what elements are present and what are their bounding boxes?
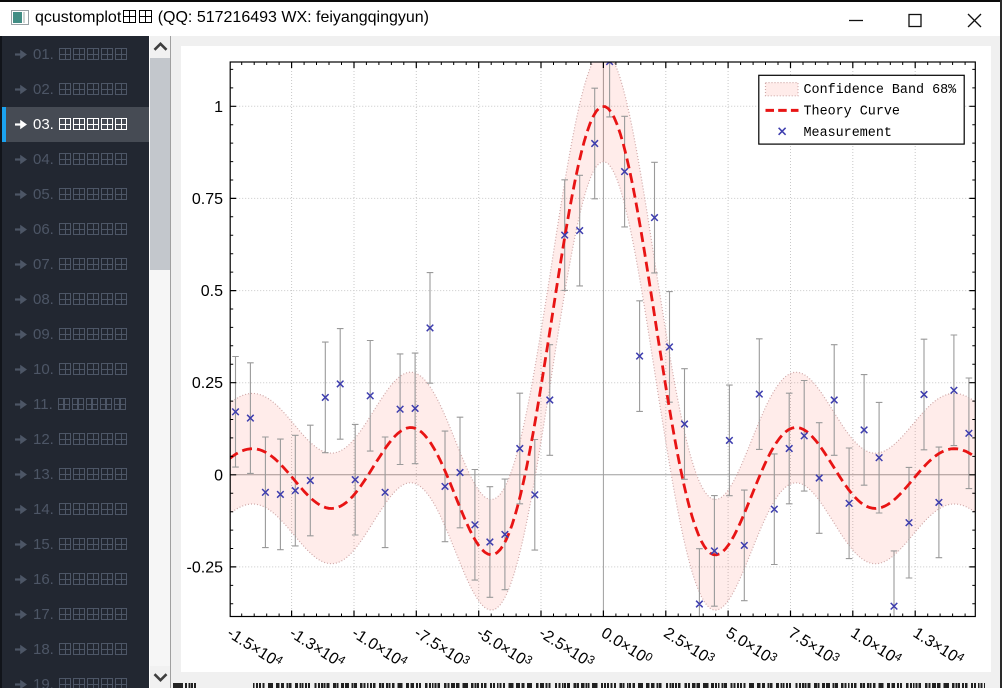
svg-text:-1.3×104: -1.3×104: [286, 624, 347, 672]
svg-text:0.25: 0.25: [192, 375, 223, 392]
svg-text:0: 0: [214, 467, 223, 484]
svg-text:-2.5×103: -2.5×103: [536, 624, 597, 672]
svg-text:0.5: 0.5: [201, 283, 223, 300]
svg-text:0.0×100: 0.0×100: [598, 624, 654, 669]
svg-text:Theory Curve: Theory Curve: [804, 104, 900, 119]
svg-text:Measurement: Measurement: [804, 126, 892, 141]
svg-text:-1.5×104: -1.5×104: [224, 624, 285, 672]
svg-text:-7.5×103: -7.5×103: [411, 624, 472, 672]
svg-text:5.0×103: 5.0×103: [723, 624, 779, 669]
svg-text:7.5×103: 7.5×103: [785, 624, 841, 669]
svg-text:1.0×104: 1.0×104: [847, 624, 904, 669]
svg-text:Confidence Band 68%: Confidence Band 68%: [804, 83, 958, 98]
svg-text:-5.0×103: -5.0×103: [473, 624, 534, 672]
svg-text:1.3×104: 1.3×104: [910, 624, 967, 669]
svg-text:2.5×103: 2.5×103: [660, 624, 716, 669]
svg-text:0.75: 0.75: [192, 191, 223, 208]
svg-text:1: 1: [214, 99, 223, 116]
svg-text:-1.0×104: -1.0×104: [349, 624, 410, 672]
svg-text:-0.25: -0.25: [187, 559, 224, 576]
